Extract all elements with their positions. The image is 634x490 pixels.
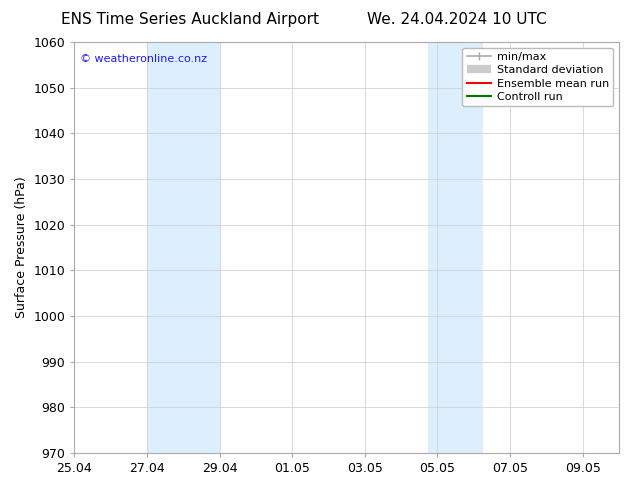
Bar (429, 42, 483, 453)
Bar (147, 42, 219, 453)
Text: We. 24.04.2024 10 UTC: We. 24.04.2024 10 UTC (366, 12, 547, 27)
Text: © weatheronline.co.nz: © weatheronline.co.nz (80, 54, 207, 64)
Text: ENS Time Series Auckland Airport: ENS Time Series Auckland Airport (61, 12, 319, 27)
Y-axis label: Surface Pressure (hPa): Surface Pressure (hPa) (15, 176, 28, 318)
Legend: min/max, Standard deviation, Ensemble mean run, Controll run: min/max, Standard deviation, Ensemble me… (462, 48, 614, 106)
